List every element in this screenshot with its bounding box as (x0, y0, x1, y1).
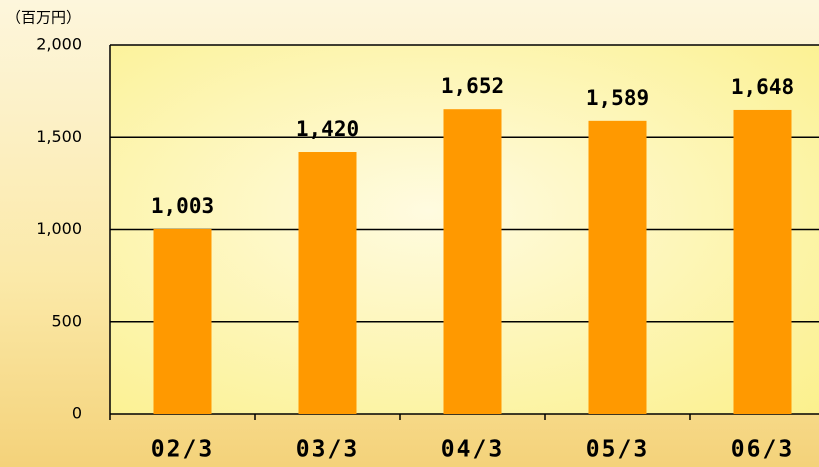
bar (298, 152, 357, 414)
bar (733, 109, 792, 414)
y-tick-label: 0 (72, 404, 82, 423)
bar (443, 109, 502, 415)
data-label: 1,648 (731, 75, 794, 99)
data-label: 1,003 (151, 194, 214, 218)
y-tick-label: 1,500 (36, 127, 82, 146)
x-tick-label: 06/3 (731, 437, 794, 463)
bar (153, 228, 212, 414)
x-tick-label: 05/3 (586, 437, 649, 463)
x-tick-label: 04/3 (441, 437, 504, 463)
data-label: 1,652 (441, 74, 504, 98)
x-tick-label: 02/3 (151, 437, 214, 463)
data-label: 1,589 (586, 86, 649, 110)
y-tick-label: 1,000 (36, 219, 82, 238)
data-label: 1,420 (296, 117, 359, 141)
bar (588, 120, 647, 414)
y-tick-label: 2,000 (36, 35, 82, 54)
y-unit-label: （百万円） (6, 9, 81, 27)
x-tick-label: 03/3 (296, 437, 359, 463)
y-tick-label: 500 (51, 311, 82, 330)
